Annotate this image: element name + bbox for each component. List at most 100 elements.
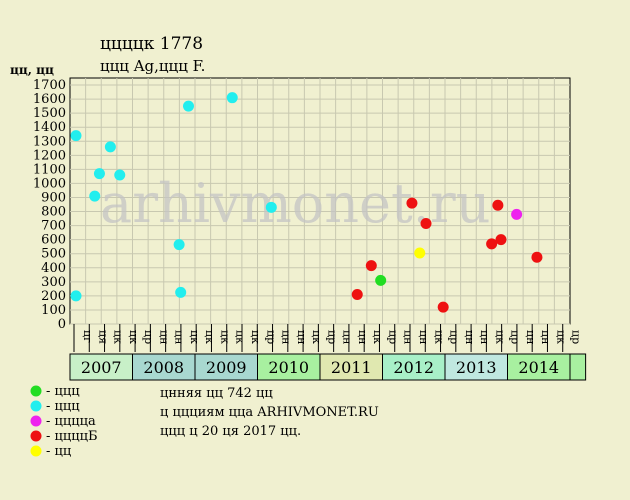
point-s1-10: [265, 201, 277, 213]
y-tick-label-16: 1600: [33, 92, 66, 107]
point-s4-0: [414, 247, 426, 259]
x-tick-label-21: цн: [402, 330, 415, 344]
note-line-1: цнняя цц 742 цц: [160, 386, 273, 401]
y-axis: 0100200300400500600700800900100011001200…: [33, 78, 66, 332]
x-tick-label-12: цр: [264, 330, 277, 344]
point-s1-1: [70, 290, 82, 302]
point-s3-0: [351, 288, 363, 300]
x-tick-label-17: цн: [341, 330, 354, 344]
x-tick-label-19: цк: [371, 330, 384, 344]
x-tick-label-10: цк: [234, 330, 247, 344]
x-tick-label-13: цн: [280, 330, 293, 344]
y-tick-label-11: 1100: [33, 162, 66, 177]
point-s3-3: [420, 217, 432, 229]
year-band: 2007 2008 2009 2010 2011 2012 2013 2014: [69, 353, 587, 381]
year-cell-1: [132, 353, 196, 381]
x-tick-label-26: цн: [478, 330, 491, 344]
x-tick-label-2: цк: [112, 330, 125, 344]
point-s1-6: [173, 239, 185, 251]
y-tick-label-8: 800: [41, 205, 66, 220]
point-s1-0: [70, 130, 82, 142]
y-axis-label: цц, цц: [10, 63, 54, 77]
x-tick-label-3: цк: [127, 330, 140, 344]
point-s1-8: [183, 100, 194, 112]
y-tick-label-2: 200: [41, 289, 66, 304]
y-tick-label-6: 600: [41, 233, 66, 248]
data-points: [70, 92, 543, 313]
year-label-6: 2013: [456, 358, 497, 377]
x-tick-label-30: цн: [539, 330, 552, 344]
x-tick-label-28: цр: [509, 330, 522, 344]
year-cell-5: [382, 353, 446, 381]
point-s3-8: [531, 251, 543, 263]
y-tick-label-0: 0: [58, 317, 66, 332]
y-tick-label-1: 100: [41, 303, 66, 318]
legend-marker-3: [30, 430, 42, 442]
point-s3-1: [365, 260, 377, 272]
x-axis: цг ця цк цк цр цн цн цк цк цк цк цк цр цн цн цк цр цн цн цк…: [73, 324, 583, 352]
x-tick-label-4: цр: [142, 330, 155, 344]
year-cell-8: [569, 353, 587, 381]
y-tick-label-5: 500: [41, 247, 66, 262]
point-s1-4: [104, 141, 116, 153]
x-tick-label-6: цн: [173, 330, 186, 344]
legend-label-0: - ццц: [46, 384, 80, 399]
point-s3-6: [492, 199, 504, 211]
y-tick-label-3: 300: [41, 275, 66, 290]
note-line-2: ц ццциям цца ARHIVMONET.RU: [160, 405, 379, 420]
x-tick-label-5: цн: [157, 330, 170, 344]
year-label-7: 2014: [518, 358, 559, 377]
year-label-4: 2011: [331, 358, 372, 377]
year-label-0: 2007: [81, 358, 122, 377]
point-s3-2: [406, 197, 418, 209]
legend-label-4: - цц: [46, 444, 71, 459]
x-tick-label-0: цг: [81, 330, 94, 343]
point-s1-9: [226, 92, 238, 104]
point-s0-0: [375, 274, 387, 286]
y-tick-label-9: 900: [41, 190, 66, 205]
x-tick-label-8: цк: [203, 330, 216, 344]
year-label-5: 2012: [393, 358, 434, 377]
year-label-2: 2009: [206, 358, 247, 377]
y-tick-label-10: 1000: [33, 176, 66, 191]
watermark: arhivmonet.ru: [100, 172, 490, 235]
legend-label-3: - ццццБ: [46, 429, 98, 444]
year-label-1: 2008: [143, 358, 184, 377]
year-cell-6: [444, 353, 508, 381]
year-label-3: 2010: [268, 358, 309, 377]
x-tick-label-18: цн: [356, 330, 369, 344]
x-tick-label-20: цр: [386, 330, 399, 344]
legend-marker-2: [30, 415, 42, 427]
x-tick-label-22: цн: [417, 330, 430, 344]
y-tick-label-13: 1300: [33, 134, 66, 149]
x-tick-label-29: цн: [524, 330, 537, 344]
x-tick-label-31: цк: [554, 330, 567, 344]
y-tick-label-12: 1200: [33, 148, 66, 163]
point-s3-7: [495, 234, 507, 246]
legend-label-2: - цццца: [46, 414, 96, 429]
point-s1-5: [114, 169, 126, 181]
x-tick-label-24: цр: [448, 330, 461, 344]
x-tick-label-16: цр: [325, 330, 338, 344]
legend-marker-4: [30, 445, 42, 457]
point-s1-2: [89, 190, 101, 202]
chart-title: ццццк 1778: [100, 34, 203, 54]
point-s1-7: [175, 286, 187, 298]
y-tick-label-7: 700: [41, 219, 66, 234]
legend-marker-0: [30, 385, 42, 397]
year-cell-4: [319, 353, 383, 381]
x-tick-label-9: цк: [218, 330, 231, 344]
x-tick-label-27: цк: [493, 330, 506, 344]
legend: - ццц- ццц- цццца- ццццБ- цц: [30, 384, 98, 459]
x-tick-label-1: ця: [96, 330, 109, 344]
legend-label-1: - ццц: [46, 399, 80, 414]
x-tick-label-25: цн: [463, 330, 476, 344]
x-tick-label-32: цр: [570, 330, 583, 344]
x-tick-label-11: цк: [249, 330, 262, 344]
y-tick-label-14: 1400: [33, 120, 66, 135]
x-tick-label-14: цн: [295, 330, 308, 344]
y-tick-label-17: 1700: [33, 78, 66, 93]
point-s1-3: [93, 168, 105, 180]
legend-marker-1: [30, 400, 42, 412]
